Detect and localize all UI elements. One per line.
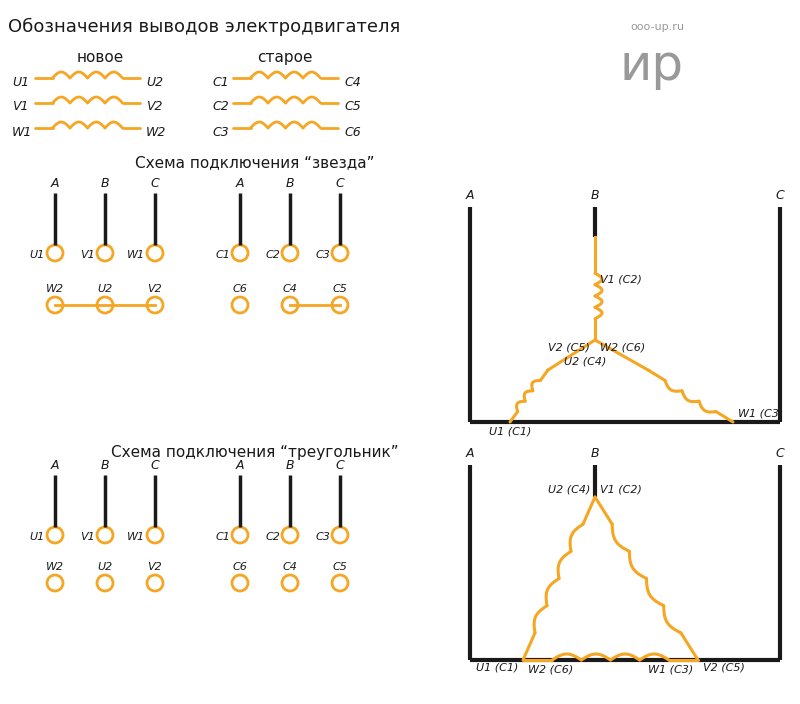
Text: C6: C6 [344,125,361,139]
Text: новое: новое [76,50,124,65]
Text: A: A [236,459,244,472]
Text: A: A [50,459,59,472]
Text: A: A [236,177,244,190]
Text: ooo-up.ru: ooo-up.ru [630,22,684,32]
Text: B: B [590,189,599,202]
Text: U1: U1 [30,250,45,260]
Text: A: A [466,189,474,202]
Text: C5: C5 [333,562,347,572]
Text: C: C [776,189,784,202]
Text: U1 (C1): U1 (C1) [476,663,518,673]
Text: C1: C1 [215,250,230,260]
Text: C6: C6 [233,562,247,572]
Text: C6: C6 [233,284,247,294]
Text: C4: C4 [282,284,298,294]
Text: V1: V1 [12,101,29,113]
Text: C3: C3 [212,125,229,139]
Text: ир: ир [620,42,684,90]
Text: B: B [286,459,294,472]
Text: C: C [336,459,344,472]
Text: B: B [590,447,599,460]
Text: W2: W2 [46,284,64,294]
Text: W1: W1 [127,250,145,260]
Text: A: A [50,177,59,190]
Text: U1: U1 [30,532,45,542]
Text: W2: W2 [46,562,64,572]
Text: старое: старое [258,50,313,65]
Text: C4: C4 [282,562,298,572]
Text: V1 (C2): V1 (C2) [600,484,642,494]
Text: W1: W1 [127,532,145,542]
Text: U2 (C4): U2 (C4) [548,484,590,494]
Text: B: B [101,177,110,190]
Text: W2 (C6): W2 (C6) [600,343,646,353]
Text: U2: U2 [98,284,113,294]
Text: V2: V2 [146,101,162,113]
Text: V2 (C5): V2 (C5) [548,343,590,353]
Text: W2 (C6): W2 (C6) [528,665,574,675]
Text: U2: U2 [98,562,113,572]
Text: V1: V1 [80,250,95,260]
Text: Обозначения выводов электродвигателя: Обозначения выводов электродвигателя [8,18,400,36]
Text: C: C [336,177,344,190]
Text: V2: V2 [148,284,162,294]
Text: V2: V2 [148,562,162,572]
Text: W1: W1 [12,125,32,139]
Text: C5: C5 [344,101,361,113]
Text: Схема подключения “звезда”: Схема подключения “звезда” [135,155,374,170]
Text: C: C [150,177,159,190]
Text: U2 (C4): U2 (C4) [564,356,606,366]
Text: U1: U1 [12,75,29,89]
Text: W1 (C3): W1 (C3) [738,409,783,419]
Text: C3: C3 [315,250,330,260]
Text: U1 (C1): U1 (C1) [489,427,531,437]
Text: V1 (C2): V1 (C2) [600,275,642,285]
Text: C: C [776,447,784,460]
Text: V1: V1 [80,532,95,542]
Text: C3: C3 [315,532,330,542]
Text: C2: C2 [212,101,229,113]
Text: A: A [466,447,474,460]
Text: C1: C1 [215,532,230,542]
Text: W2: W2 [146,125,166,139]
Text: C1: C1 [212,75,229,89]
Text: C2: C2 [265,532,280,542]
Text: Схема подключения “треугольник”: Схема подключения “треугольник” [111,445,399,460]
Text: V2 (C5): V2 (C5) [703,663,745,673]
Text: B: B [286,177,294,190]
Text: U2: U2 [146,75,163,89]
Text: C2: C2 [265,250,280,260]
Text: C: C [150,459,159,472]
Text: C4: C4 [344,75,361,89]
Text: W1 (C3): W1 (C3) [648,665,693,675]
Text: B: B [101,459,110,472]
Text: C5: C5 [333,284,347,294]
